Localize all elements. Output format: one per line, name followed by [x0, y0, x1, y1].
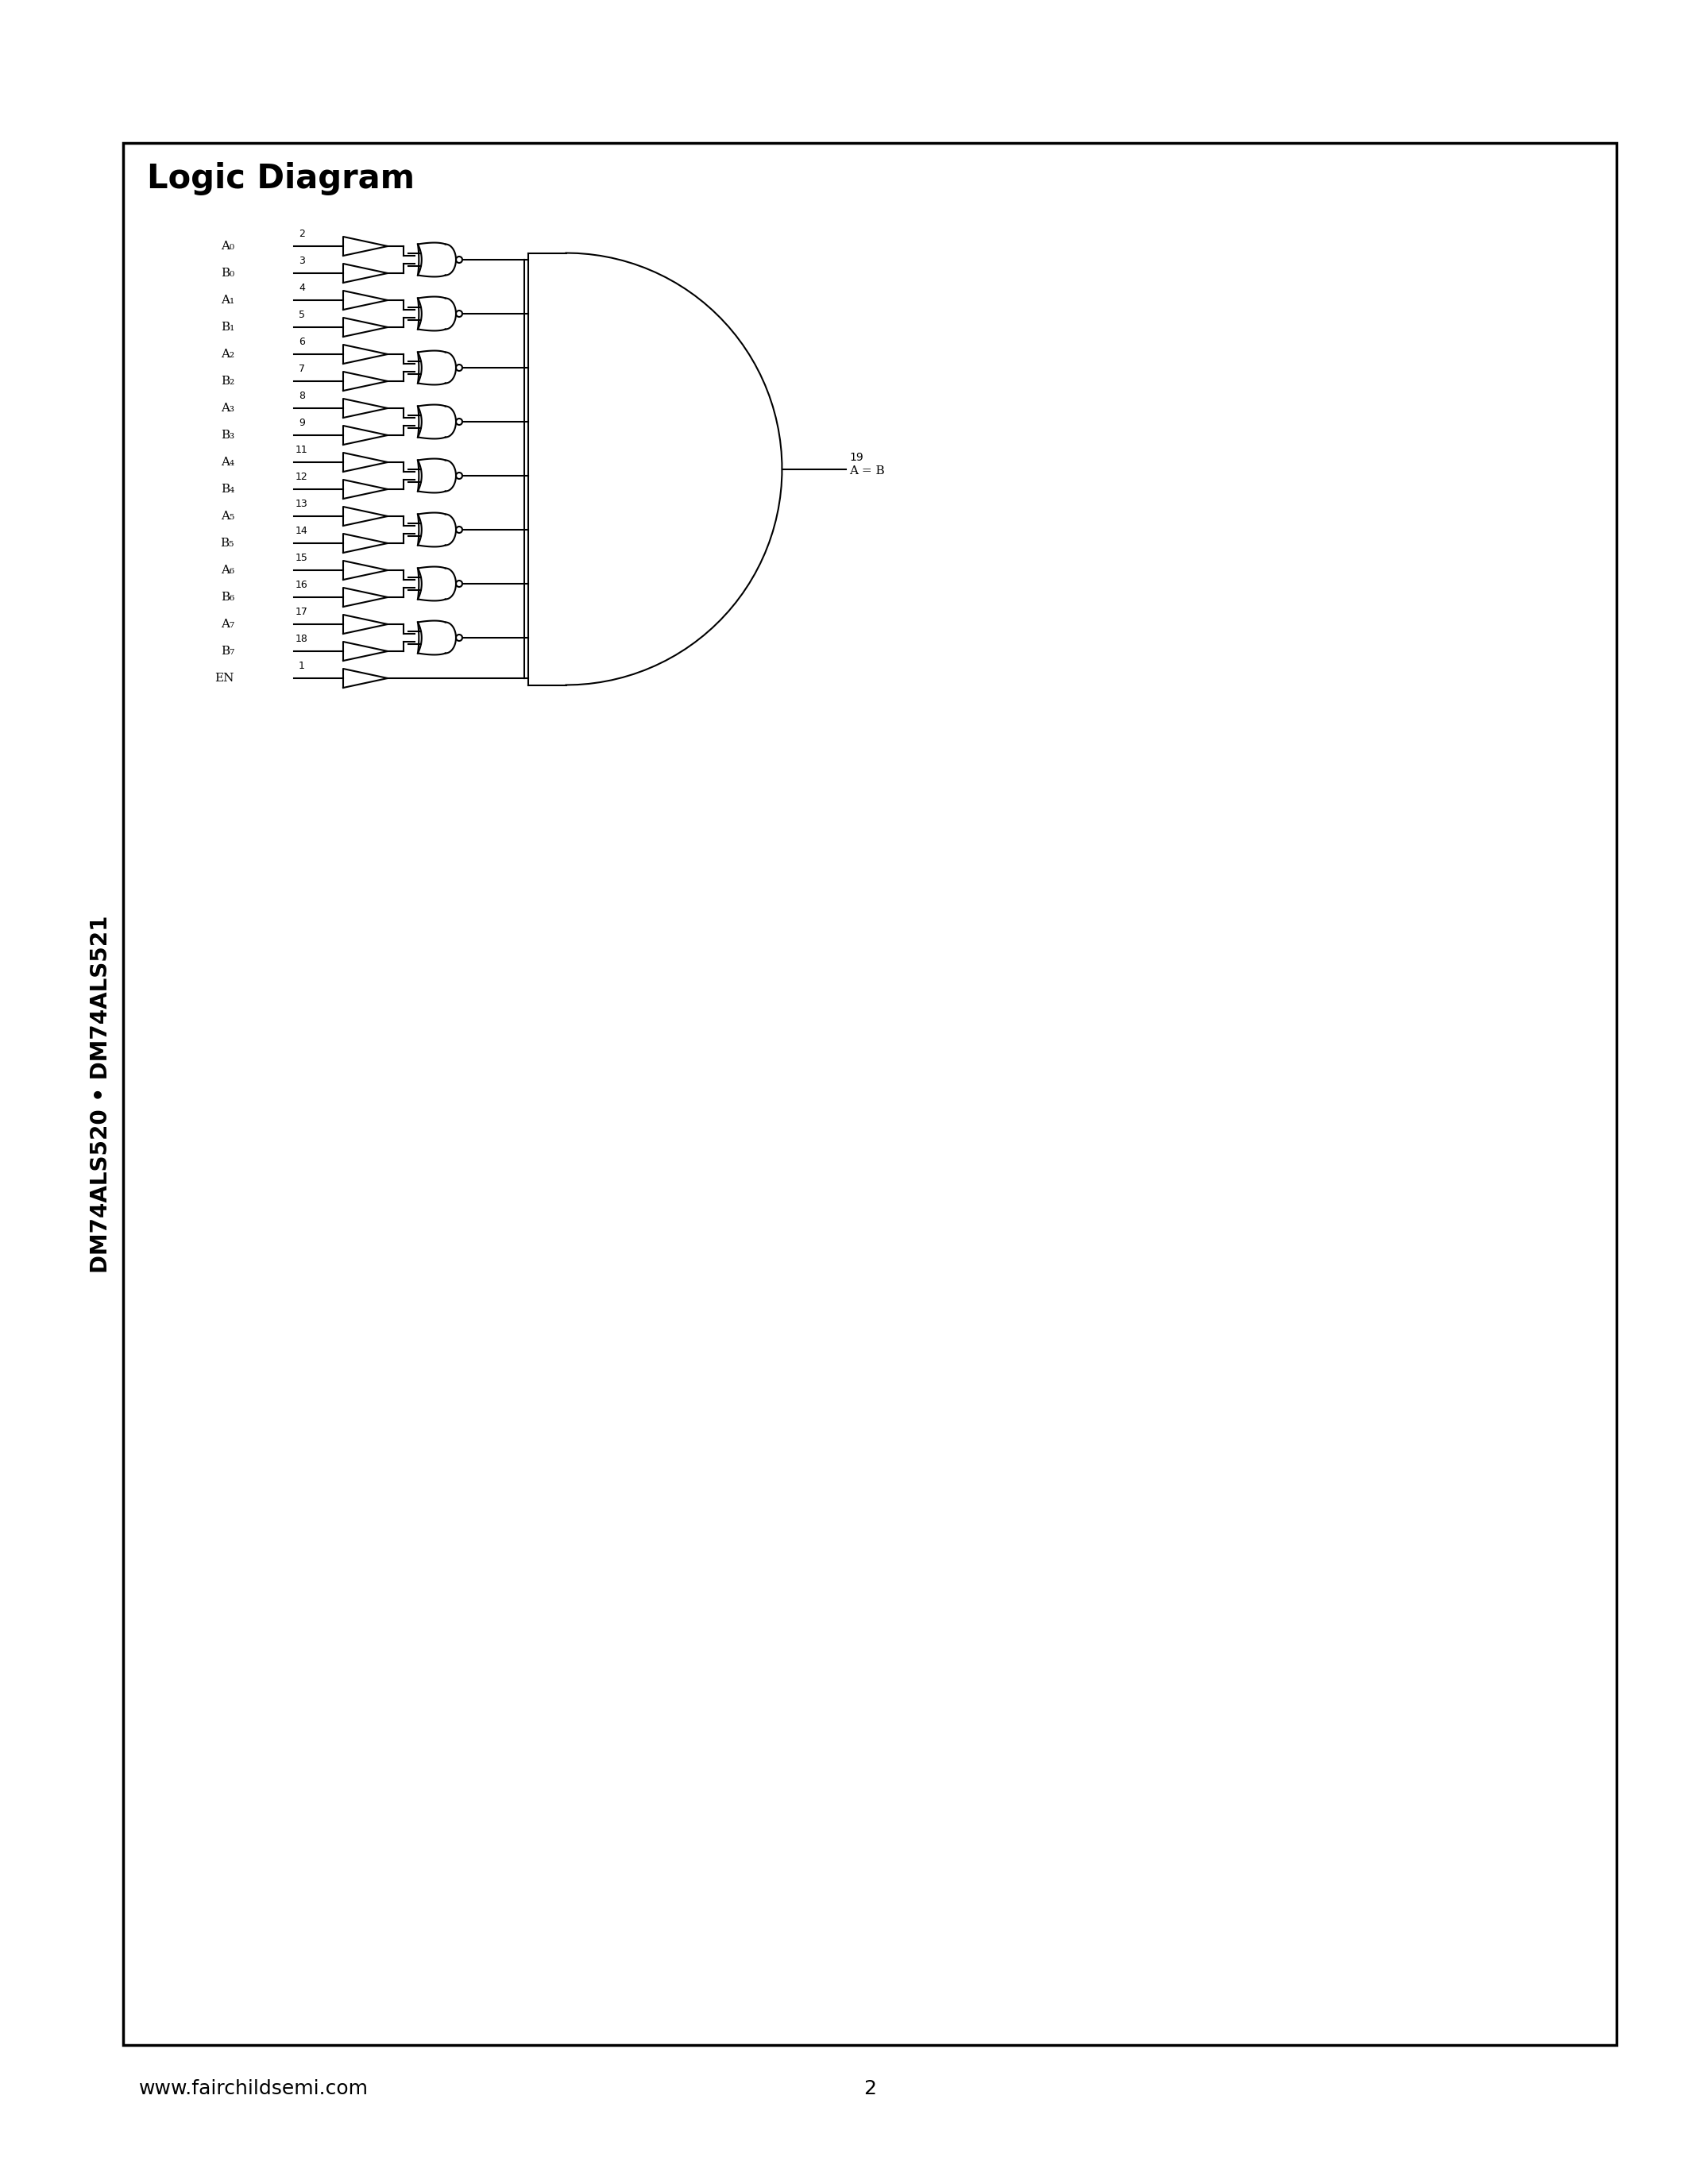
- Text: A₇: A₇: [221, 618, 235, 629]
- Text: A₃: A₃: [221, 402, 235, 413]
- Text: 13: 13: [295, 498, 309, 509]
- Bar: [123, 142, 1617, 2044]
- Text: 11: 11: [295, 446, 309, 454]
- Text: 2: 2: [864, 2079, 876, 2099]
- Text: A = B: A = B: [849, 465, 885, 476]
- Text: Logic Diagram: Logic Diagram: [147, 162, 415, 194]
- Text: 14: 14: [295, 526, 309, 535]
- Text: 4: 4: [299, 282, 306, 293]
- Text: 9: 9: [299, 417, 306, 428]
- Text: 7: 7: [299, 365, 306, 373]
- Text: B₆: B₆: [221, 592, 235, 603]
- Text: 2: 2: [299, 229, 306, 238]
- Text: A₀: A₀: [221, 240, 235, 251]
- Text: 18: 18: [295, 633, 309, 644]
- Text: 3: 3: [299, 256, 306, 266]
- Text: B₄: B₄: [221, 483, 235, 496]
- Text: B₅: B₅: [221, 537, 235, 548]
- Text: 8: 8: [299, 391, 306, 402]
- Text: 12: 12: [295, 472, 309, 483]
- Text: 17: 17: [295, 607, 309, 618]
- Text: B₃: B₃: [221, 430, 235, 441]
- Text: 5: 5: [299, 310, 306, 321]
- Text: 6: 6: [299, 336, 306, 347]
- Text: A₆: A₆: [221, 566, 235, 577]
- Text: 1: 1: [299, 662, 306, 670]
- Text: B₂: B₂: [221, 376, 235, 387]
- Text: B₁: B₁: [221, 321, 235, 332]
- Text: 15: 15: [295, 553, 309, 563]
- Text: A₁: A₁: [221, 295, 235, 306]
- Text: B₇: B₇: [221, 646, 235, 657]
- Text: A₅: A₅: [221, 511, 235, 522]
- Text: A₄: A₄: [221, 456, 235, 467]
- Text: A₂: A₂: [221, 349, 235, 360]
- Text: www.fairchildsemi.com: www.fairchildsemi.com: [138, 2079, 368, 2099]
- Text: B₀: B₀: [221, 269, 235, 280]
- Text: 19: 19: [849, 452, 864, 463]
- Text: EN: EN: [214, 673, 235, 684]
- Text: DM74ALS520 • DM74ALS521: DM74ALS520 • DM74ALS521: [89, 915, 111, 1273]
- Text: 16: 16: [295, 579, 309, 590]
